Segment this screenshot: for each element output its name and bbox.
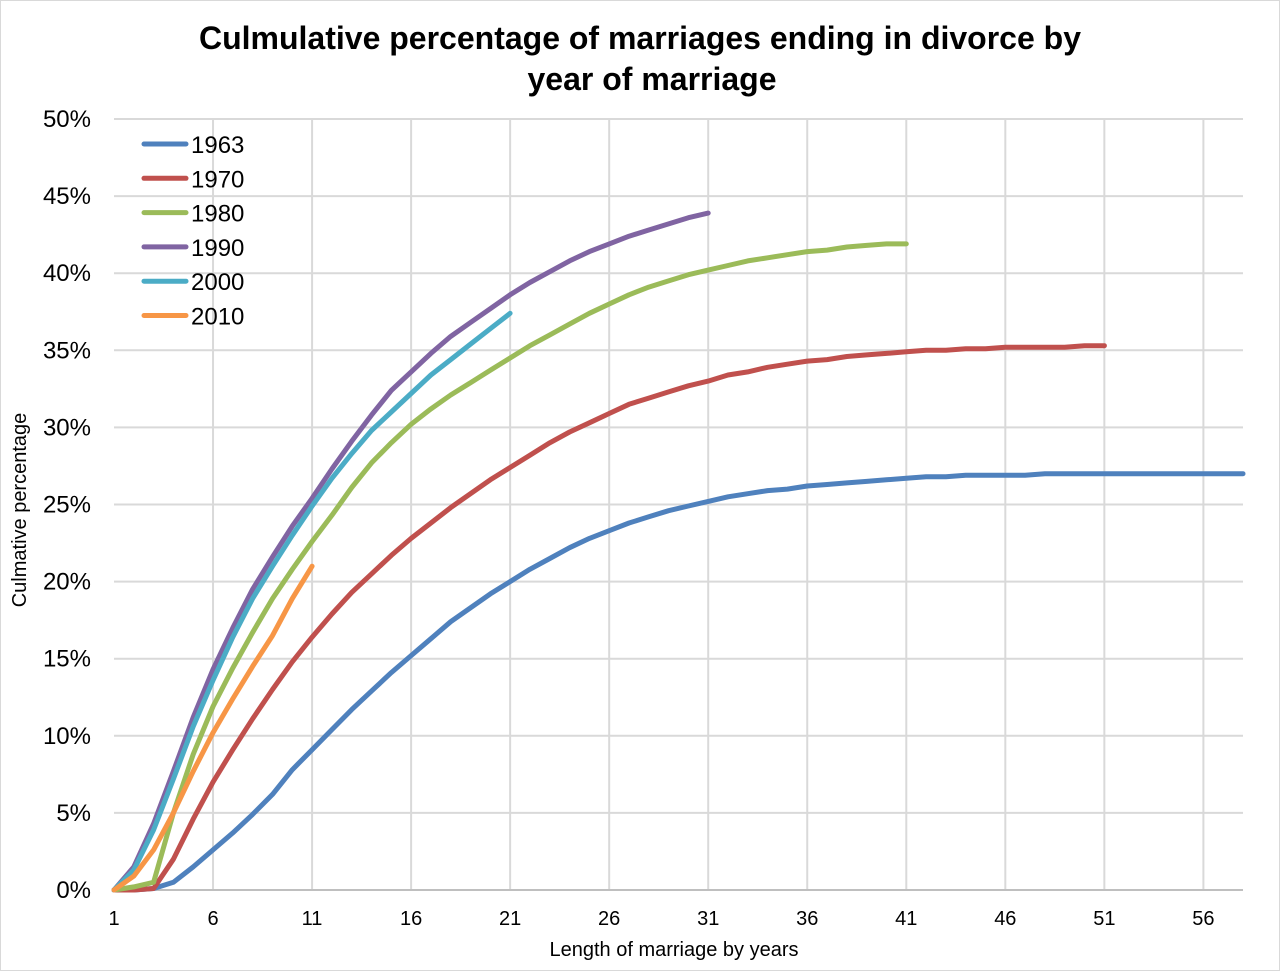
series-lines <box>111 210 1246 893</box>
axes: 0%5%10%15%20%25%30%35%40%45%50%1 6 11 16 21 2… <box>43 106 1243 930</box>
x-tick-label: 16 <box>400 908 422 930</box>
legend-label-1970: 1970 <box>191 166 244 193</box>
legend-label-1990: 1990 <box>191 235 244 262</box>
series-line-2000 <box>111 310 513 893</box>
y-tick-label: 35% <box>43 337 91 364</box>
y-tick-label: 10% <box>43 723 91 750</box>
x-axis-label: Length of marriage by years <box>549 939 798 961</box>
y-axis-label: Culmative percentage <box>9 413 31 608</box>
x-tick-label: 11 <box>302 908 323 930</box>
legend-label-2000: 2000 <box>191 269 244 296</box>
chart-title-line-2: year of marriage <box>527 61 776 97</box>
y-tick-label: 30% <box>43 414 91 441</box>
x-tick-label: 51 <box>1093 908 1115 930</box>
series-line-1990 <box>111 210 711 893</box>
x-tick-label: 21 <box>499 908 521 930</box>
series-line-1963 <box>111 471 1246 893</box>
series-line-1970 <box>111 343 1107 893</box>
legend: 1963 1970 1980 1990 2000 2010 <box>141 132 244 331</box>
legend-label-1980: 1980 <box>191 201 244 228</box>
series-line-1980 <box>111 241 909 893</box>
x-tick-label: 56 <box>1192 908 1214 930</box>
legend-label-1963: 1963 <box>191 132 244 159</box>
series-line-2010 <box>111 563 315 893</box>
y-tick-label: 25% <box>43 492 91 519</box>
x-tick-label: 46 <box>994 908 1016 930</box>
x-tick-label: 26 <box>598 908 620 930</box>
x-tick-label: 36 <box>796 908 818 930</box>
y-tick-label: 40% <box>43 260 91 287</box>
legend-label-2010: 2010 <box>191 304 244 331</box>
y-tick-label: 15% <box>43 646 91 673</box>
y-tick-label: 5% <box>56 800 91 827</box>
chart-title-line-1: Culmulative percentage of marriages endi… <box>199 20 1081 56</box>
y-tick-label: 20% <box>43 569 91 596</box>
x-tick-label: 6 <box>207 908 218 930</box>
gridlines <box>114 118 1243 890</box>
y-tick-label: 45% <box>43 183 91 210</box>
y-tick-label: 50% <box>43 106 91 133</box>
x-tick-label: 31 <box>697 908 719 930</box>
x-tick-label: 41 <box>895 908 917 930</box>
x-tick-label: 1 <box>108 908 119 930</box>
y-tick-label: 0% <box>56 877 91 904</box>
